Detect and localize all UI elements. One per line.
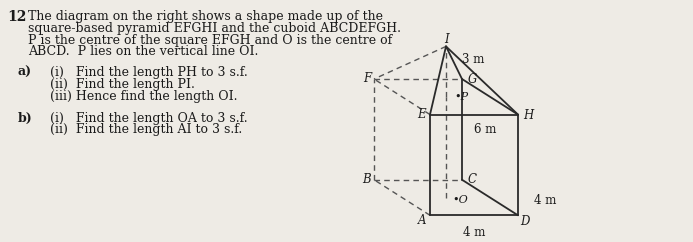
Text: G: G	[467, 73, 477, 85]
Text: P is the centre of the square EFGH and O is the centre of: P is the centre of the square EFGH and O…	[28, 34, 392, 46]
Text: b): b)	[18, 112, 33, 125]
Text: •O: •O	[452, 195, 468, 204]
Text: The diagram on the right shows a shape made up of the: The diagram on the right shows a shape m…	[28, 10, 383, 23]
Text: a): a)	[18, 66, 32, 79]
Text: 3 m: 3 m	[462, 53, 484, 66]
Text: B: B	[362, 173, 370, 186]
Text: (ii)  Find the length AI to 3 s.f.: (ii) Find the length AI to 3 s.f.	[50, 123, 243, 136]
Text: F: F	[363, 72, 371, 84]
Text: 6 m: 6 m	[474, 123, 496, 136]
Text: (iii) Hence find the length OI.: (iii) Hence find the length OI.	[50, 90, 238, 103]
Text: 4 m: 4 m	[534, 194, 556, 207]
Text: (i)   Find the length PH to 3 s.f.: (i) Find the length PH to 3 s.f.	[50, 66, 248, 79]
Text: 12: 12	[7, 10, 26, 24]
Text: C: C	[468, 173, 477, 186]
Text: 4 m: 4 m	[463, 226, 485, 239]
Text: D: D	[520, 215, 529, 228]
Text: H: H	[523, 109, 533, 122]
Text: (ii)  Find the length PI.: (ii) Find the length PI.	[50, 78, 195, 91]
Text: (i)   Find the length OA to 3 s.f.: (i) Find the length OA to 3 s.f.	[50, 112, 247, 125]
Text: square-based pyramid EFGHI and the cuboid ABCDEFGH.: square-based pyramid EFGHI and the cuboi…	[28, 22, 401, 35]
Text: A: A	[418, 214, 426, 227]
Text: E: E	[416, 108, 426, 121]
Text: •P: •P	[454, 92, 468, 102]
Text: ABCD.  P lies on the vertical line OI.: ABCD. P lies on the vertical line OI.	[28, 45, 258, 58]
Text: I: I	[444, 33, 448, 46]
